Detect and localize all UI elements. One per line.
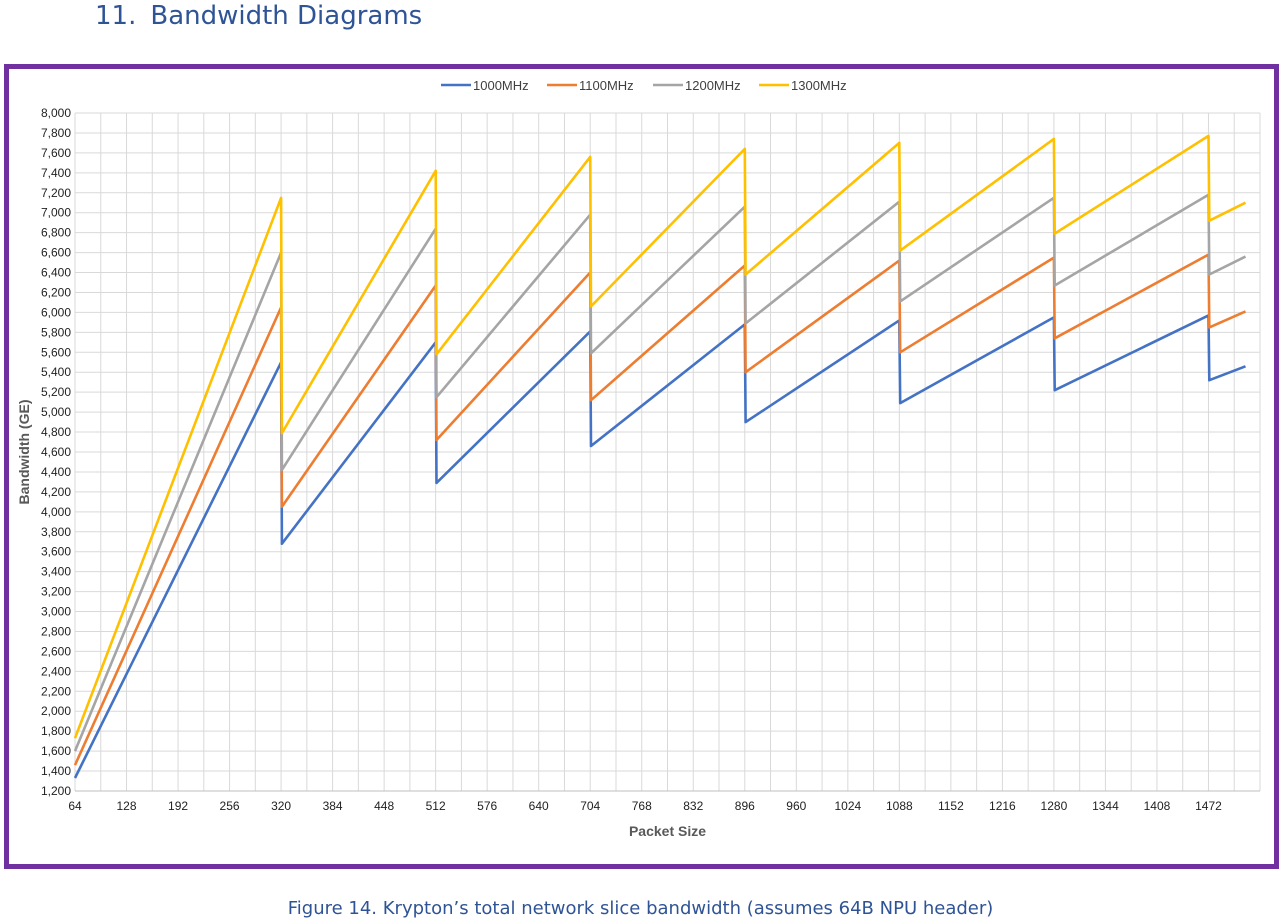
x-tick-label: 448 xyxy=(374,799,394,813)
section-heading: 11. Bandwidth Diagrams xyxy=(95,0,422,32)
y-tick-label: 6,400 xyxy=(41,266,71,280)
series-layer xyxy=(73,134,1247,779)
y-tick-label: 7,200 xyxy=(41,186,71,200)
y-tick-label: 3,200 xyxy=(41,585,71,599)
y-tick-label: 3,800 xyxy=(41,525,71,539)
x-tick-label: 1472 xyxy=(1195,799,1222,813)
x-tick-label: 1344 xyxy=(1092,799,1119,813)
figure-caption: Figure 14. Krypton’s total network slice… xyxy=(287,898,994,919)
x-tick-label: 704 xyxy=(580,799,600,813)
y-tick-label: 7,000 xyxy=(41,206,71,220)
x-tick-label: 640 xyxy=(529,799,549,813)
y-tick-label: 1,600 xyxy=(41,744,71,758)
x-tick-label: 576 xyxy=(477,799,497,813)
x-tick-label: 768 xyxy=(632,799,652,813)
y-tick-label: 5,000 xyxy=(41,405,71,419)
x-tick-label: 1152 xyxy=(938,799,964,813)
y-tick-label: 2,000 xyxy=(41,704,71,718)
x-tick-label: 64 xyxy=(68,799,82,813)
y-tick-label: 1,200 xyxy=(41,784,71,798)
legend-entry: 1100MHz xyxy=(579,78,634,93)
legend-entry: 1300MHz xyxy=(791,78,847,93)
bandwidth-chart: 1,200 1,400 1,600 1,800 2,000 2,200 2,400 2,600… xyxy=(16,78,1261,839)
legend: 1000MHz 1100MHz 1200MHz 1300MHz xyxy=(441,78,847,93)
series-line-1300MHz xyxy=(73,134,1247,739)
y-tick-label: 4,600 xyxy=(41,445,71,459)
legend-entry: 1200MHz xyxy=(685,78,741,93)
x-tick-label: 1024 xyxy=(834,799,861,813)
grid-layer xyxy=(74,112,1261,792)
x-tick-label: 1088 xyxy=(886,799,913,813)
y-tick-label: 5,400 xyxy=(41,365,71,379)
y-tick-label: 2,600 xyxy=(41,644,71,658)
y-tick-label: 3,600 xyxy=(41,545,71,559)
x-tick-label: 192 xyxy=(168,799,188,813)
y-tick-label: 6,200 xyxy=(41,285,71,299)
y-tick-labels: 1,200 1,400 1,600 1,800 2,000 2,200 2,400 2,600… xyxy=(41,106,71,798)
x-tick-label: 128 xyxy=(117,799,137,813)
y-tick-label: 6,800 xyxy=(41,226,71,240)
y-tick-label: 7,800 xyxy=(41,126,71,140)
section-title: Bandwidth Diagrams xyxy=(150,1,423,31)
y-tick-label: 4,000 xyxy=(41,505,71,519)
x-tick-labels: 64 128 192 256 320 384 448 512 576 640 704 768 832 89… xyxy=(68,799,1222,813)
y-tick-label: 4,800 xyxy=(41,425,71,439)
y-tick-label: 4,400 xyxy=(41,465,71,479)
y-tick-label: 2,400 xyxy=(41,664,71,678)
y-tick-label: 7,400 xyxy=(41,166,71,180)
x-tick-label: 320 xyxy=(271,799,291,813)
y-tick-label: 5,200 xyxy=(41,385,71,399)
y-tick-label: 8,000 xyxy=(41,106,71,120)
x-tick-label: 512 xyxy=(426,799,446,813)
legend-entry: 1000MHz xyxy=(473,78,529,93)
chart-frame: 1,200 1,400 1,600 1,800 2,000 2,200 2,400 2,600… xyxy=(4,64,1279,869)
y-tick-label: 1,800 xyxy=(41,724,71,738)
y-tick-label: 2,800 xyxy=(41,624,71,638)
y-tick-label: 5,600 xyxy=(41,345,71,359)
x-tick-label: 1280 xyxy=(1041,799,1068,813)
y-tick-label: 3,000 xyxy=(41,605,71,619)
x-tick-label: 896 xyxy=(735,799,755,813)
y-tick-label: 1,400 xyxy=(41,764,71,778)
x-tick-label: 960 xyxy=(786,799,806,813)
x-tick-label: 1408 xyxy=(1144,799,1171,813)
y-tick-label: 6,000 xyxy=(41,305,71,319)
y-tick-label: 7,600 xyxy=(41,146,71,160)
y-tick-label: 6,600 xyxy=(41,246,71,260)
x-tick-label: 384 xyxy=(323,799,343,813)
section-number: 11. xyxy=(95,1,137,31)
y-tick-label: 4,200 xyxy=(41,485,71,499)
x-axis-title: Packet Size xyxy=(629,823,706,839)
y-tick-label: 2,200 xyxy=(41,684,71,698)
x-tick-label: 256 xyxy=(220,799,240,813)
x-tick-label: 1216 xyxy=(989,799,1016,813)
series-line-1000MHz xyxy=(73,314,1246,779)
series-line-1100MHz xyxy=(73,253,1247,766)
x-tick-label: 832 xyxy=(683,799,703,813)
y-axis-title: Bandwidth (GE) xyxy=(16,400,32,505)
y-tick-label: 5,800 xyxy=(41,325,71,339)
y-tick-label: 3,400 xyxy=(41,565,71,579)
